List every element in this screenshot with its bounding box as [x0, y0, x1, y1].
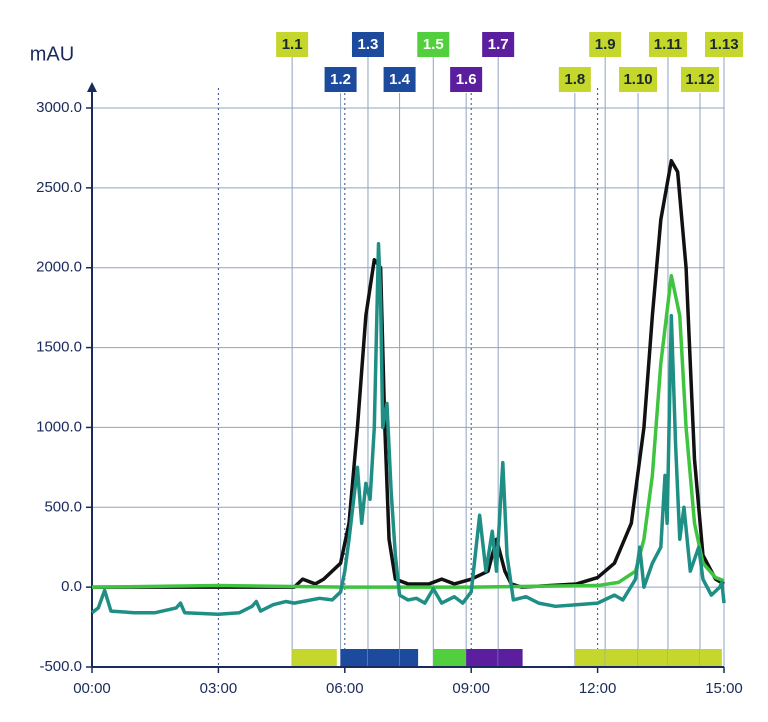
fraction-label-box [705, 32, 743, 57]
fraction-label-box [558, 67, 591, 92]
fraction-bar [367, 649, 400, 667]
fraction-label: 1.3 [358, 36, 379, 53]
fraction-label: 1.1 [282, 36, 303, 53]
y-axis-arrow [87, 82, 97, 92]
x-tick-label: 03:00 [200, 680, 238, 697]
fraction-label-box [648, 32, 687, 57]
fraction-label: 1.2 [330, 71, 351, 88]
fraction-bar [605, 649, 639, 667]
series-line [91, 273, 725, 589]
fraction-bar [667, 649, 700, 667]
series-line [90, 242, 726, 617]
fraction-label-box [450, 67, 483, 92]
y-tick-label: 500.0 [44, 498, 82, 515]
fraction-label: 1.10 [623, 71, 652, 88]
y-axis-label: mAU [30, 43, 74, 65]
fraction-label-box [324, 67, 357, 92]
fraction-label-box [619, 67, 658, 92]
fraction-label-box [482, 32, 515, 57]
fraction-bar [292, 649, 337, 667]
y-tick-label: 2000.0 [36, 259, 82, 276]
fraction-bar [340, 649, 368, 667]
fraction-bar [699, 649, 722, 667]
x-tick-label: 12:00 [579, 680, 617, 697]
fraction-label: 1.6 [456, 71, 477, 88]
x-tick-label: 15:00 [705, 680, 743, 697]
y-tick-label: 3000.0 [36, 99, 82, 116]
y-tick-label: 2500.0 [36, 179, 82, 196]
fraction-label-box [589, 32, 622, 57]
fraction-label: 1.9 [595, 36, 616, 53]
x-tick-label: 00:00 [73, 680, 111, 697]
fraction-label: 1.8 [564, 71, 585, 88]
fraction-label-box [351, 32, 384, 57]
y-tick-label: 0.0 [61, 578, 82, 595]
fraction-label: 1.12 [685, 71, 714, 88]
fraction-label-box [383, 67, 416, 92]
fraction-label: 1.5 [423, 36, 444, 53]
fraction-bar [498, 649, 523, 667]
series-line [92, 158, 725, 589]
y-tick-label: 1000.0 [36, 418, 82, 435]
fraction-label: 1.13 [709, 36, 738, 53]
fraction-label-box [680, 67, 719, 92]
fraction-bar [433, 649, 467, 667]
fraction-bar [638, 649, 668, 667]
fraction-bar [466, 649, 499, 667]
x-tick-label: 06:00 [326, 680, 364, 697]
fraction-label: 1.4 [389, 71, 411, 88]
x-tick-label: 09:00 [452, 680, 490, 697]
fraction-label: 1.7 [488, 36, 509, 53]
fraction-bar [399, 649, 419, 667]
fraction-label: 1.11 [654, 36, 682, 53]
y-tick-label: 1500.0 [36, 339, 82, 356]
fraction-bar [574, 649, 606, 667]
fraction-label-box [417, 32, 450, 57]
y-tick-label: -500.0 [39, 658, 82, 675]
fraction-label-box [276, 32, 309, 57]
